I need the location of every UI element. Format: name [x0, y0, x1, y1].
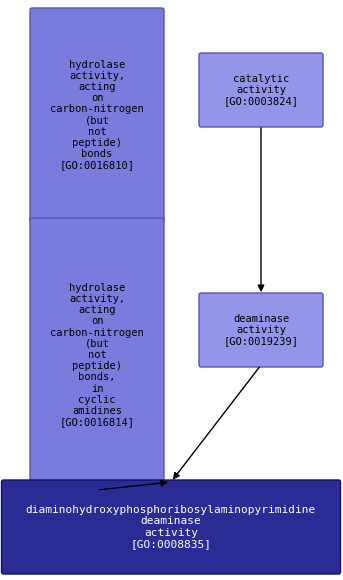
Text: hydrolase
activity,
acting
on
carbon-nitrogen
(but
not
peptide)
bonds
[GO:001681: hydrolase activity, acting on carbon-nit…: [50, 60, 144, 171]
Text: deaminase
activity
[GO:0019239]: deaminase activity [GO:0019239]: [224, 314, 298, 346]
Text: hydrolase
activity,
acting
on
carbon-nitrogen
(but
not
peptide)
bonds,
in
cyclic: hydrolase activity, acting on carbon-nit…: [50, 283, 144, 427]
FancyBboxPatch shape: [1, 480, 341, 574]
FancyBboxPatch shape: [30, 218, 164, 492]
Text: catalytic
activity
[GO:0003824]: catalytic activity [GO:0003824]: [224, 74, 298, 106]
Text: diaminohydroxyphosphoribosylaminopyrimidine
deaminase
activity
[GO:0008835]: diaminohydroxyphosphoribosylaminopyrimid…: [26, 505, 316, 549]
FancyBboxPatch shape: [199, 53, 323, 127]
FancyBboxPatch shape: [30, 8, 164, 222]
FancyBboxPatch shape: [199, 293, 323, 367]
